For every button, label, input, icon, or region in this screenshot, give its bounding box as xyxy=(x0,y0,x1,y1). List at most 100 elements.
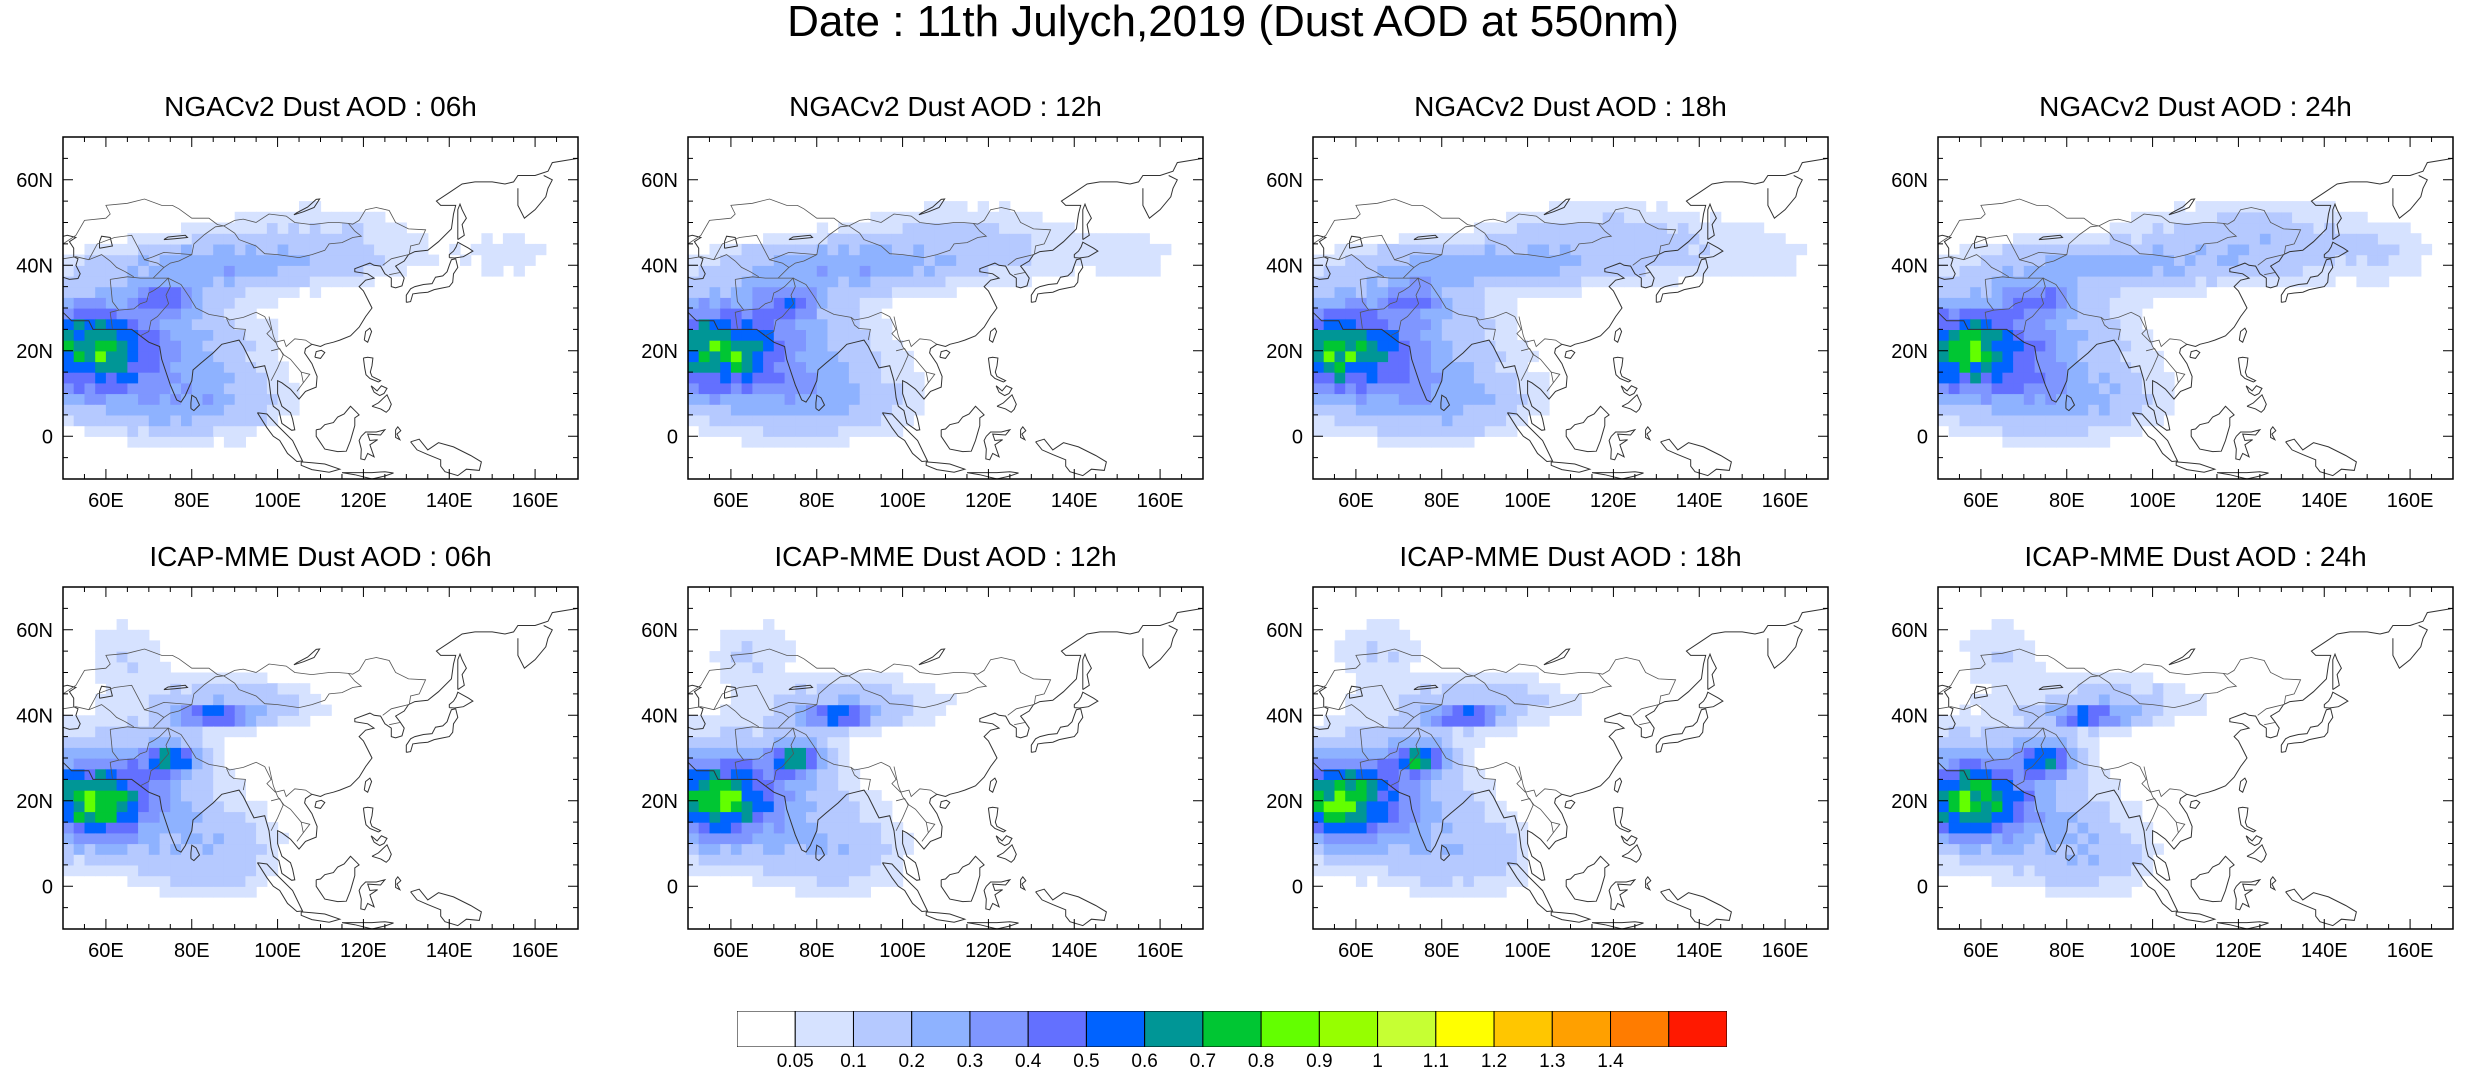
lat-tick-label: 60N xyxy=(641,620,678,642)
lon-tick-label: 100E xyxy=(1504,940,1551,962)
lon-tick-label: 80E xyxy=(799,490,835,512)
colorbar-box xyxy=(1027,1011,1087,1047)
lon-tick-label: 100E xyxy=(2129,490,2176,512)
dust-aod-field xyxy=(63,619,332,898)
lat-tick-label: 0 xyxy=(1292,876,1303,898)
lat-tick-label: 0 xyxy=(42,426,53,448)
lon-tick-label: 60E xyxy=(713,940,749,962)
map-panel-ngacv2-18h: 60E 80E 100E 120E 140E 160E 60N 40N 20N 0 xyxy=(1266,136,1829,512)
lat-tick-label: 20N xyxy=(641,791,678,813)
axis-ticks xyxy=(1937,586,2454,930)
axis-ticks xyxy=(62,136,579,480)
colorbar-level-label: 0.3 xyxy=(956,1051,984,1072)
colorbar-level-label: 0.8 xyxy=(1247,1051,1275,1072)
map-panel-icap-mme-18h: 60E 80E 100E 120E 140E 160E 60N 40N 20N 0 xyxy=(1266,586,1829,962)
lat-tick-label: 0 xyxy=(1917,426,1928,448)
lon-tick-label: 80E xyxy=(1424,940,1460,962)
lon-tick-label: 60E xyxy=(1963,940,1999,962)
lon-tick-label: 60E xyxy=(713,490,749,512)
lat-tick-label: 40N xyxy=(641,705,678,727)
lat-tick-label: 40N xyxy=(1266,255,1303,277)
colorbar-box xyxy=(794,1011,854,1047)
lat-tick-label: 20N xyxy=(1891,791,1928,813)
coastlines xyxy=(1938,157,2453,479)
lat-tick-label: 60N xyxy=(16,170,53,192)
lon-tick-label: 100E xyxy=(254,490,301,512)
lat-tick-label: 40N xyxy=(16,255,53,277)
lon-tick-label: 160E xyxy=(1762,940,1809,962)
lat-tick-label: 20N xyxy=(1266,341,1303,363)
colorbar-level-label: 0.1 xyxy=(840,1051,867,1072)
axis-ticks xyxy=(687,136,1204,480)
coastlines xyxy=(1313,607,1828,929)
lon-tick-label: 120E xyxy=(2215,490,2262,512)
lon-tick-label: 140E xyxy=(1051,940,1098,962)
panel-title-ngacv2-06h: NGACv2 Dust AOD : 06h xyxy=(164,91,477,122)
lat-tick-label: 40N xyxy=(16,705,53,727)
lon-tick-label: 80E xyxy=(799,940,835,962)
panel-title-ngacv2-24h: NGACv2 Dust AOD : 24h xyxy=(2039,91,2352,122)
lat-tick-label: 0 xyxy=(667,876,678,898)
colorbar-level-label: 1.2 xyxy=(1480,1051,1508,1072)
lon-tick-label: 60E xyxy=(1338,490,1374,512)
lon-tick-label: 120E xyxy=(340,940,387,962)
country-borders xyxy=(63,198,427,392)
country-borders xyxy=(1938,648,2302,842)
lon-tick-label: 100E xyxy=(879,940,926,962)
lat-tick-label: 60N xyxy=(1891,620,1928,642)
map-panel-ngacv2-06h: 60E 80E 100E 120E 140E 160E 60N 40N 20N 0 xyxy=(16,136,579,512)
lon-tick-label: 120E xyxy=(340,490,387,512)
lon-tick-label: 140E xyxy=(426,490,473,512)
colorbar-level-label: 1 xyxy=(1372,1051,1383,1072)
lon-tick-label: 100E xyxy=(2129,940,2176,962)
lon-tick-label: 120E xyxy=(965,490,1012,512)
axis-ticks xyxy=(1312,136,1829,480)
lat-tick-label: 60N xyxy=(641,170,678,192)
lon-tick-label: 140E xyxy=(426,940,473,962)
country-borders xyxy=(1313,648,1677,842)
axis-ticks xyxy=(1937,136,2454,480)
lat-tick-label: 60N xyxy=(1266,170,1303,192)
dust-aod-field xyxy=(1313,201,1808,448)
lon-tick-label: 160E xyxy=(512,490,559,512)
lat-tick-label: 60N xyxy=(16,620,53,642)
lat-tick-label: 40N xyxy=(1266,705,1303,727)
colorbar-box xyxy=(1318,1011,1379,1047)
colorbar-level-label: 1.1 xyxy=(1422,1051,1450,1072)
lon-tick-label: 100E xyxy=(1504,490,1551,512)
lat-tick-label: 60N xyxy=(1891,170,1928,192)
colorbar-box xyxy=(1202,1011,1262,1047)
colorbar-box xyxy=(1668,1011,1727,1047)
panel-title-icap-mme-12h: ICAP-MME Dust AOD : 12h xyxy=(774,541,1117,572)
lat-tick-label: 40N xyxy=(1891,705,1928,727)
colorbar-level-label: 0.6 xyxy=(1131,1051,1158,1072)
axis-ticks xyxy=(1312,586,1829,930)
panel-title-icap-mme-18h: ICAP-MME Dust AOD : 18h xyxy=(1399,541,1742,572)
colorbar-level-label: 0.05 xyxy=(776,1051,814,1072)
dust-aod-field xyxy=(688,201,1172,448)
lon-tick-label: 120E xyxy=(1590,490,1637,512)
lon-tick-label: 160E xyxy=(512,940,559,962)
axis-ticks xyxy=(687,586,1204,930)
lon-tick-label: 140E xyxy=(2301,940,2348,962)
colorbar-level-label: 0.7 xyxy=(1189,1051,1217,1072)
lat-tick-label: 0 xyxy=(667,426,678,448)
lon-tick-label: 160E xyxy=(2387,940,2434,962)
lat-tick-label: 60N xyxy=(1266,620,1303,642)
colorbar-box xyxy=(1551,1011,1612,1047)
lat-tick-label: 20N xyxy=(16,341,53,363)
lon-tick-label: 100E xyxy=(879,490,926,512)
axis-ticks xyxy=(62,586,579,930)
country-borders xyxy=(688,198,1052,392)
country-borders xyxy=(1313,198,1677,392)
coastlines xyxy=(63,607,578,929)
colorbar-box xyxy=(1085,1011,1146,1047)
lon-tick-label: 140E xyxy=(1051,490,1098,512)
lat-tick-label: 20N xyxy=(641,341,678,363)
coastlines xyxy=(1313,157,1828,479)
lon-tick-label: 160E xyxy=(2387,490,2434,512)
lon-tick-label: 80E xyxy=(1424,490,1460,512)
colorbar-box xyxy=(1260,1011,1320,1047)
lat-tick-label: 20N xyxy=(1266,791,1303,813)
lat-tick-label: 0 xyxy=(1292,426,1303,448)
